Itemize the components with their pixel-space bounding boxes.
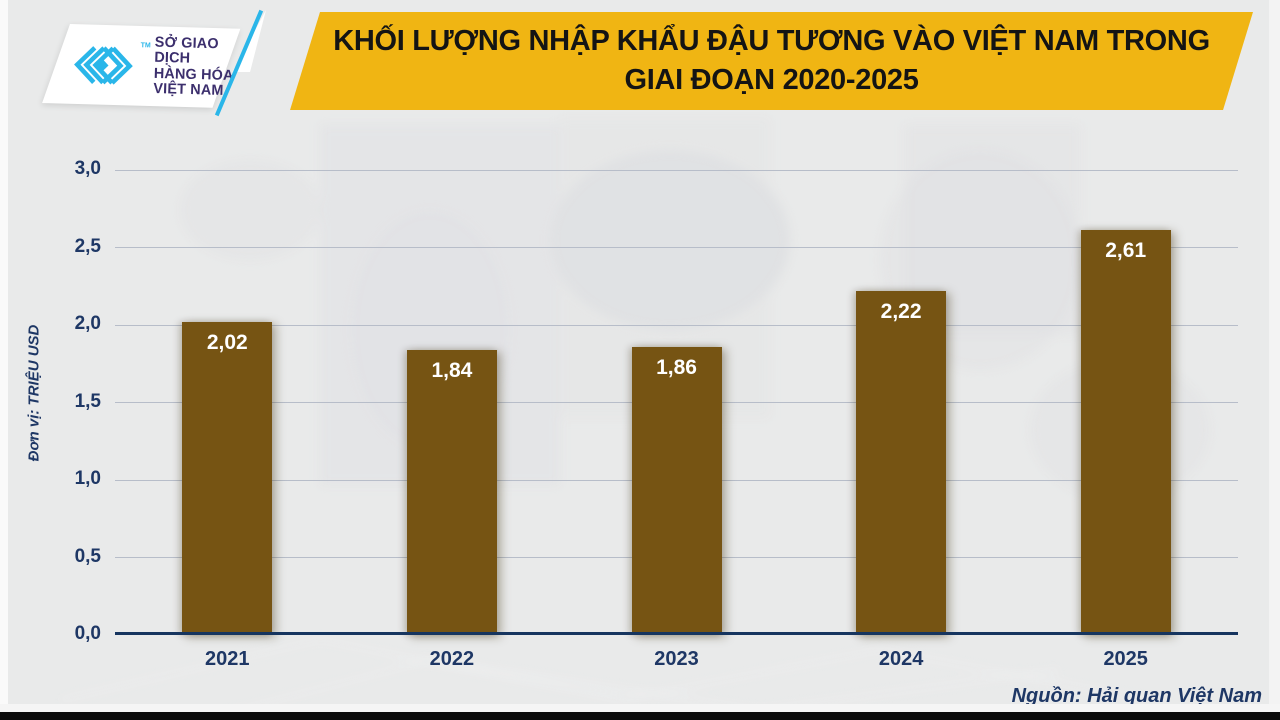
bar-value-label: 1,84 [431, 358, 473, 382]
bar-value-label: 1,86 [656, 355, 697, 379]
chart-title-line2: GIAI ĐOẠN 2020-2025 [624, 64, 919, 96]
mxv-logo-icon [74, 45, 133, 85]
bar-2025: 2,61 [1080, 230, 1171, 635]
gridline [115, 247, 1238, 248]
y-tick-label: 0,0 [74, 623, 101, 644]
left-edge-strip [0, 0, 8, 720]
y-tick-label: 0,5 [74, 545, 101, 567]
bar-2024: 2,22 [856, 290, 947, 635]
x-tick-label: 2025 [1103, 648, 1148, 670]
chart-title: KHỐI LƯỢNG NHẬP KHẨU ĐẬU TƯƠNG VÀO VIỆT … [305, 22, 1238, 100]
x-tick-label: 2021 [205, 648, 250, 670]
source-note: Nguồn: Hải quan Việt Nam [1011, 685, 1262, 707]
y-tick-label: 1,0 [74, 468, 101, 489]
y-tick-label: 2,5 [74, 235, 101, 257]
logo-card: TM SỞ GIAO DỊCH HÀNG HÓA VIỆT NAM [42, 24, 241, 108]
x-tick-label: 2024 [878, 648, 924, 670]
gridline [115, 169, 1238, 171]
chart-title-line1: KHỐI LƯỢNG NHẬP KHẨU ĐẬU TƯƠNG VÀO VIỆT … [333, 25, 1210, 57]
gridline [115, 324, 1238, 326]
bar-2023: 1,86 [631, 346, 722, 635]
x-tick-label: 2023 [654, 648, 699, 670]
bar-value-label: 2,02 [206, 330, 248, 354]
logo-text-line1: SỞ GIAO DỊCH [154, 33, 219, 67]
y-tick-label: 2,0 [74, 313, 101, 334]
y-tick-label: 1,5 [74, 390, 101, 412]
x-axis-line [115, 632, 1238, 635]
trademark-symbol: TM [140, 42, 151, 50]
bottom-light-strip [0, 704, 1280, 712]
bar-value-label: 2,22 [880, 299, 922, 323]
bottom-border [0, 712, 1280, 720]
bar-2022: 1,84 [406, 349, 497, 635]
right-edge-strip [1269, 0, 1280, 720]
plot-area: 0,0 0,5 1,0 1,5 2,0 2,5 3,0 2,02 2021 1,84 2022 1,8… [75, 158, 1238, 670]
bar-value-label: 2,61 [1105, 239, 1147, 263]
title-banner: KHỐI LƯỢNG NHẬP KHẨU ĐẬU TƯƠNG VÀO VIỆT … [290, 12, 1253, 110]
x-tick-label: 2022 [429, 648, 475, 670]
bar-2021: 2,02 [182, 321, 273, 635]
y-tick-label: 3,0 [74, 158, 101, 179]
y-axis-label: Đơn vị: TRIỆU USD [25, 324, 43, 462]
